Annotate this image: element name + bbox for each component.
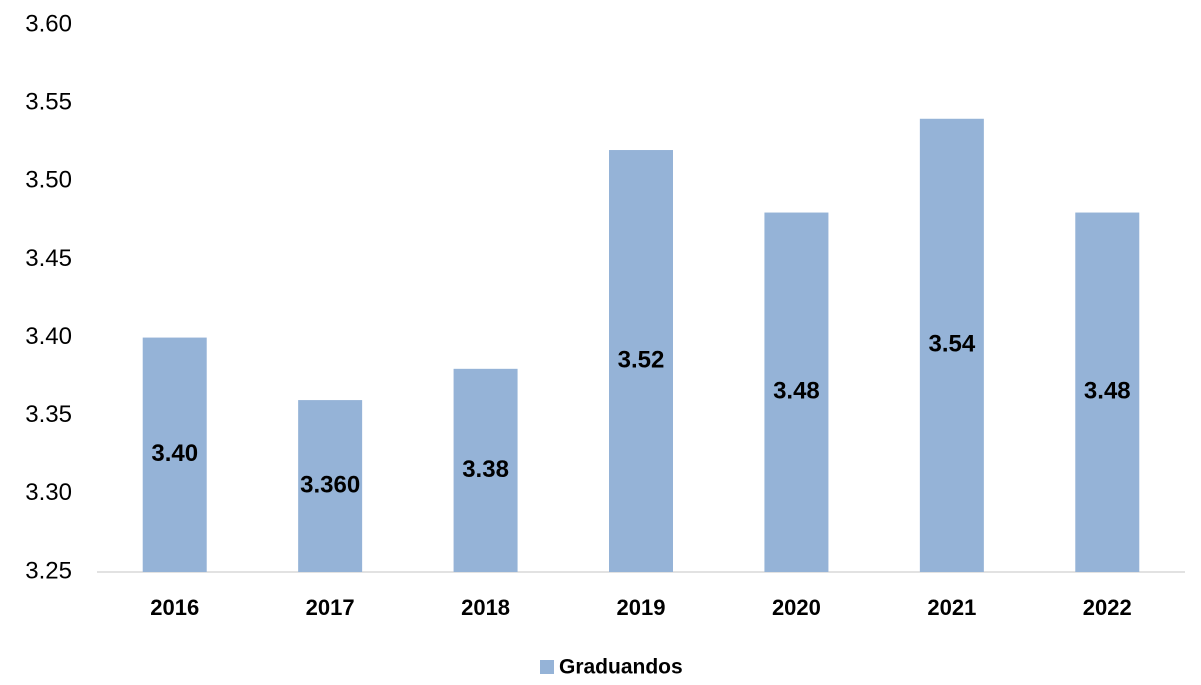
data-label: 3.360 — [300, 471, 360, 498]
x-tick-label: 2016 — [150, 595, 199, 620]
x-tick-label: 2018 — [461, 595, 510, 620]
legend-label: Graduandos — [559, 656, 683, 679]
data-label: 3.52 — [618, 346, 665, 373]
data-label: 3.48 — [773, 378, 820, 405]
x-tick-label: 2017 — [306, 595, 355, 620]
data-label: 3.48 — [1084, 378, 1131, 405]
bar — [298, 400, 363, 572]
x-tick-label: 2021 — [927, 595, 976, 620]
bar — [453, 368, 518, 572]
y-tick-label: 3.50 — [25, 167, 72, 194]
legend-swatch — [540, 660, 554, 674]
x-tick-label: 2020 — [772, 595, 821, 620]
x-tick-label: 2022 — [1083, 595, 1132, 620]
bar — [764, 212, 829, 573]
y-tick-label: 3.25 — [25, 557, 72, 584]
y-tick-label: 3.35 — [25, 401, 72, 428]
bar — [142, 337, 207, 572]
data-label: 3.38 — [462, 456, 509, 483]
y-tick-label: 3.40 — [25, 323, 72, 350]
data-label: 3.40 — [151, 440, 198, 467]
y-tick-label: 3.45 — [25, 245, 72, 272]
y-tick-label: 3.60 — [25, 10, 72, 37]
y-tick-label: 3.30 — [25, 479, 72, 506]
data-label: 3.54 — [928, 331, 975, 358]
x-tick-label: 2019 — [617, 595, 666, 620]
bar — [1075, 212, 1140, 573]
bar — [609, 150, 673, 572]
y-tick-label: 3.55 — [25, 88, 72, 115]
bar — [919, 118, 984, 573]
